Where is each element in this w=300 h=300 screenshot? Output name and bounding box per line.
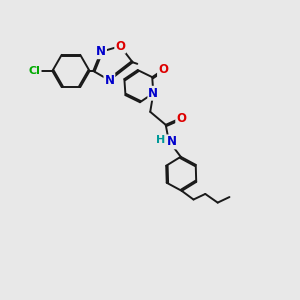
Text: Cl: Cl <box>29 66 40 76</box>
Text: N: N <box>104 74 114 87</box>
Text: O: O <box>115 40 125 53</box>
Text: H: H <box>156 135 166 145</box>
Text: O: O <box>176 112 186 124</box>
Text: N: N <box>148 87 158 100</box>
Text: N: N <box>96 45 106 58</box>
Text: O: O <box>158 63 168 76</box>
Text: N: N <box>167 135 177 148</box>
